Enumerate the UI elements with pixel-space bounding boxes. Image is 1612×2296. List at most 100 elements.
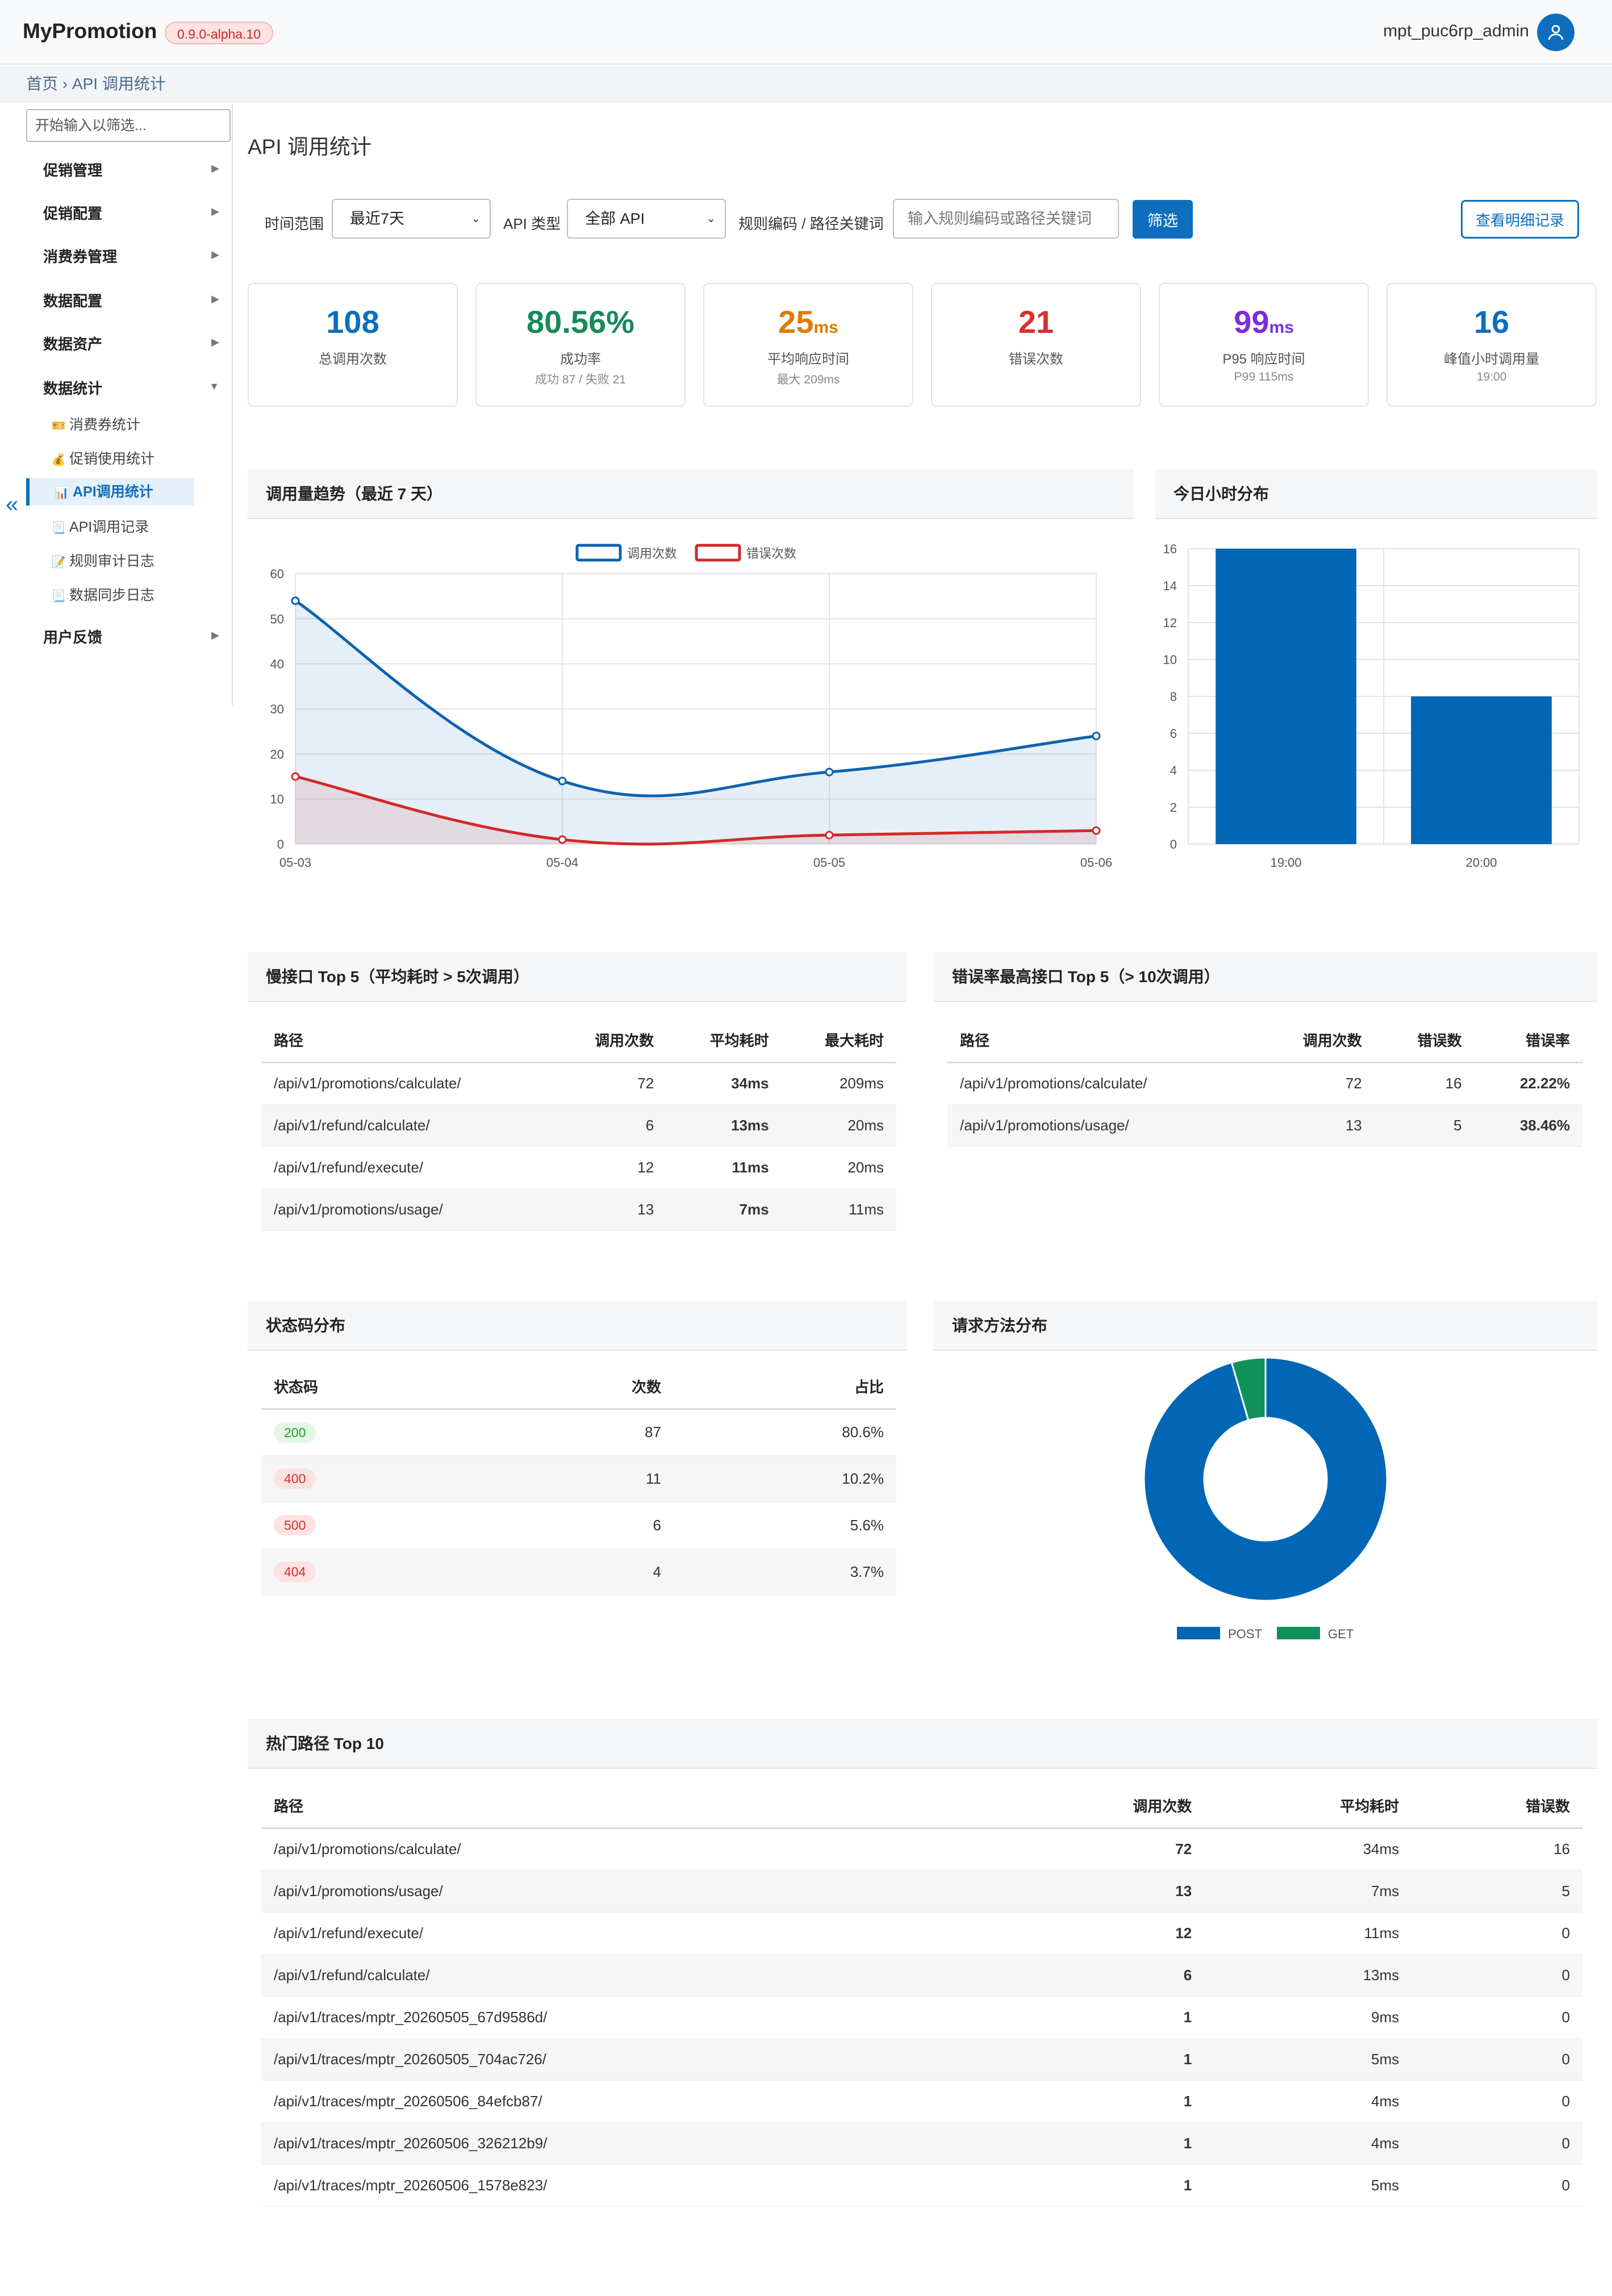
breadcrumb-separator: › (62, 75, 68, 93)
data-point[interactable] (558, 777, 567, 786)
cell-max: 20ms (781, 1146, 896, 1189)
cell-calls: 13 (1253, 1104, 1375, 1147)
cell-path: /api/v1/refund/calculate/ (261, 1104, 552, 1147)
cell-path: /api/v1/promotions/usage/ (947, 1104, 1254, 1147)
data-point[interactable] (291, 596, 300, 606)
keyword-label: 规则编码 / 路径关键词 (738, 215, 884, 232)
col-path: 路径 (947, 1018, 1254, 1063)
breadcrumb-home[interactable]: 首页 (26, 75, 59, 93)
menu-coupon-manage[interactable]: 消费券管理 ▶ (43, 245, 219, 268)
table-row: /api/v1/traces/mptr_20260506_1578e823/1 5… (261, 2164, 1582, 2207)
hourly-panel-header: 今日小时分布 (1155, 469, 1597, 519)
legend-label[interactable]: GET (1328, 1627, 1354, 1641)
trend-panel-header: 调用量趋势（最近 7 天） (248, 469, 1134, 519)
legend-label[interactable]: POST (1228, 1627, 1262, 1641)
col-calls: 调用次数 (551, 1018, 667, 1063)
chevron-right-icon: ▶ (211, 206, 219, 217)
cell-avg: 9ms (1204, 1996, 1412, 2039)
data-point[interactable] (825, 767, 834, 777)
stat-number: 25 (778, 304, 814, 340)
data-point[interactable] (1092, 732, 1101, 741)
table-row: /api/v1/refund/execute/12 11ms 0 (261, 1912, 1582, 1955)
stat-label: 总调用次数 (319, 352, 387, 367)
brand-logo[interactable]: MyPromotion (23, 19, 157, 43)
col-avg: 平均耗时 (666, 1018, 782, 1063)
table-header-row: 路径 调用次数 平均耗时 错误数 (261, 1784, 1582, 1829)
legend-swatch (575, 544, 622, 562)
api-type-select[interactable]: 全部 API ⌄ (567, 199, 726, 239)
y-tick-label: 40 (270, 657, 284, 671)
legend-label[interactable]: 调用次数 (627, 546, 677, 561)
cell-errors: 0 (1411, 2122, 1582, 2165)
page-title: API 调用统计 (248, 135, 371, 158)
keyword-input[interactable] (893, 199, 1119, 239)
y-tick-label: 14 (1163, 579, 1177, 593)
stat-card-error-count: 21 错误次数 (931, 283, 1141, 407)
cell-count: 87 (492, 1409, 674, 1456)
view-detail-button[interactable]: 查看明细记录 (1461, 200, 1579, 239)
trend-line-chart: 0 10 20 30 40 50 60 05-03 05-04 05-05 05-06 调用次数 错误次… (270, 544, 1112, 870)
stat-unit: ms (813, 318, 838, 337)
sidebar: 促销管理▶ 促销配置▶ 消费券管理▶ 数据配置▶ 数据资产▶ 数据统计▼ 🎫消费… (0, 103, 233, 706)
cell-ratio: 3.7% (673, 1548, 896, 1596)
menu-promotion-manage[interactable]: 促销管理 ▶ (43, 159, 219, 182)
cell-calls: 1 (997, 1996, 1205, 2039)
bar[interactable] (1411, 696, 1552, 844)
chevron-right-icon: ▶ (211, 162, 219, 174)
sidebar-item-api-stats[interactable]: 📊 API调用统计 (26, 478, 194, 506)
cell-avg: 34ms (1204, 1828, 1412, 1871)
chevron-down-icon: ⌄ (706, 212, 716, 225)
sidebar-collapse-icon[interactable]: « (6, 492, 19, 517)
menu-promotion-config[interactable]: 促销配置 ▶ (43, 202, 219, 225)
legend-swatch (695, 544, 741, 562)
series-area (295, 600, 1096, 844)
chevron-down-icon: ⌄ (471, 212, 481, 225)
menu-user-feedback[interactable]: 用户反馈 ▶ (43, 626, 219, 649)
legend-label[interactable]: 错误次数 (746, 546, 796, 561)
sidebar-filter-input[interactable] (26, 109, 231, 142)
user-name[interactable]: mpt_puc6rp_admin (1383, 22, 1529, 40)
bar-chart-icon: 📊 (55, 487, 69, 499)
menu-data-stats[interactable]: 数据统计 ▼ (43, 377, 219, 400)
table-row: /api/v1/traces/mptr_20260506_84efcb87/1 4… (261, 2080, 1582, 2123)
table-row: 500 6 5.6% (261, 1502, 896, 1549)
cell-path: /api/v1/promotions/usage/ (261, 1870, 997, 1913)
cell-errors: 0 (1411, 1912, 1582, 1955)
col-avg: 平均耗时 (1204, 1784, 1412, 1829)
filter-button[interactable]: 筛选 (1133, 200, 1193, 239)
user-avatar[interactable] (1537, 14, 1575, 51)
time-range-select[interactable]: 最近7天 ⌄ (332, 199, 491, 239)
x-tick-label: 19:00 (1270, 855, 1301, 870)
data-point[interactable] (1092, 826, 1101, 835)
sidebar-item-audit-log[interactable]: 📝 规则审计日志 (51, 548, 194, 575)
bar[interactable] (1216, 549, 1356, 844)
table-row: /api/v1/refund/calculate/6 13ms 20ms (261, 1104, 896, 1147)
table-row: /api/v1/refund/execute/12 11ms 20ms (261, 1146, 896, 1189)
slow-panel-header: 慢接口 Top 5（平均耗时 > 5次调用） (248, 952, 907, 1002)
legend-swatch (1277, 1627, 1320, 1639)
sidebar-item-api-records[interactable]: 📃 API调用记录 (51, 514, 194, 541)
cell-path: /api/v1/promotions/usage/ (261, 1188, 552, 1231)
time-range-value: 最近7天 (350, 210, 405, 227)
x-tick-label: 05-05 (813, 855, 845, 870)
sidebar-item-coupon-stats[interactable]: 🎫 消费券统计 (51, 411, 194, 439)
pie-slice[interactable] (1143, 1356, 1388, 1602)
sidebar-item-promo-usage[interactable]: 💰 促销使用统计 (51, 445, 194, 473)
cell-max: 209ms (781, 1062, 896, 1105)
stat-card-success-rate: 80.56% 成功率 成功 87 / 失败 21 (475, 283, 686, 407)
cell-path: /api/v1/traces/mptr_20260505_67d9586d/ (261, 1996, 997, 2039)
col-error-rate: 错误率 (1474, 1018, 1582, 1063)
menu-data-assets[interactable]: 数据资产 ▶ (43, 333, 219, 356)
sidebar-item-sync-log[interactable]: 📃 数据同步日志 (51, 582, 194, 609)
series-line (294, 599, 1097, 798)
method-panel-header: 请求方法分布 (934, 1301, 1597, 1351)
cell-path: /api/v1/refund/execute/ (261, 1912, 997, 1955)
cell-avg: 4ms (1204, 2122, 1412, 2165)
menu-data-config[interactable]: 数据配置 ▶ (43, 290, 219, 312)
data-point[interactable] (825, 830, 834, 840)
hot-panel-header: 热门路径 Top 10 (248, 1719, 1597, 1769)
data-point[interactable] (291, 772, 300, 781)
stat-value: 99ms (1160, 303, 1368, 340)
data-point[interactable] (558, 835, 567, 844)
pie-slice[interactable] (1230, 1356, 1267, 1422)
